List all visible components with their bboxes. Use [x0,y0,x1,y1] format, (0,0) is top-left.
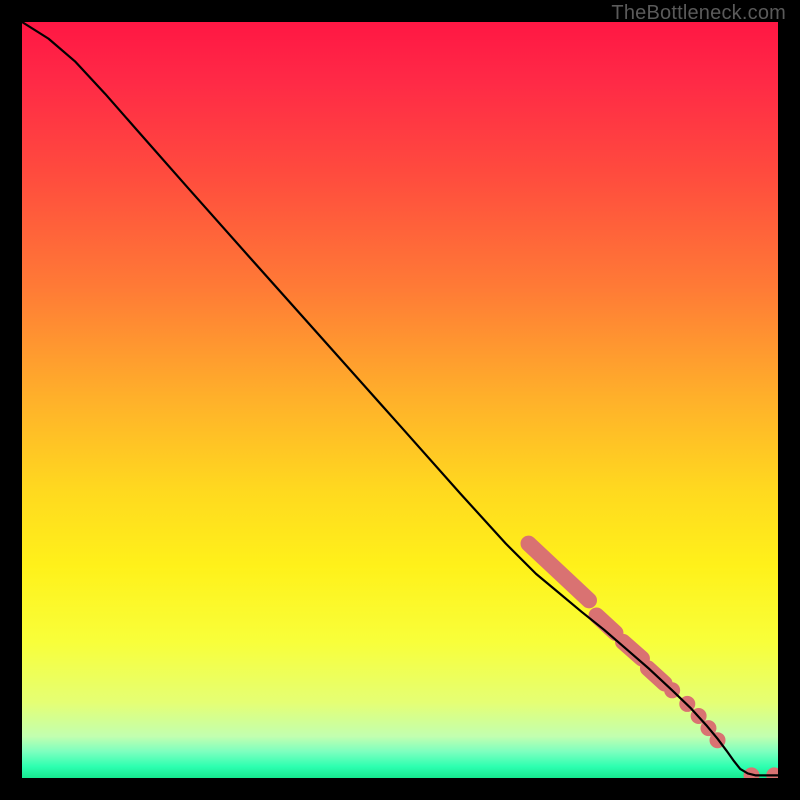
gradient-plot [22,22,778,778]
gradient-background [22,22,778,778]
